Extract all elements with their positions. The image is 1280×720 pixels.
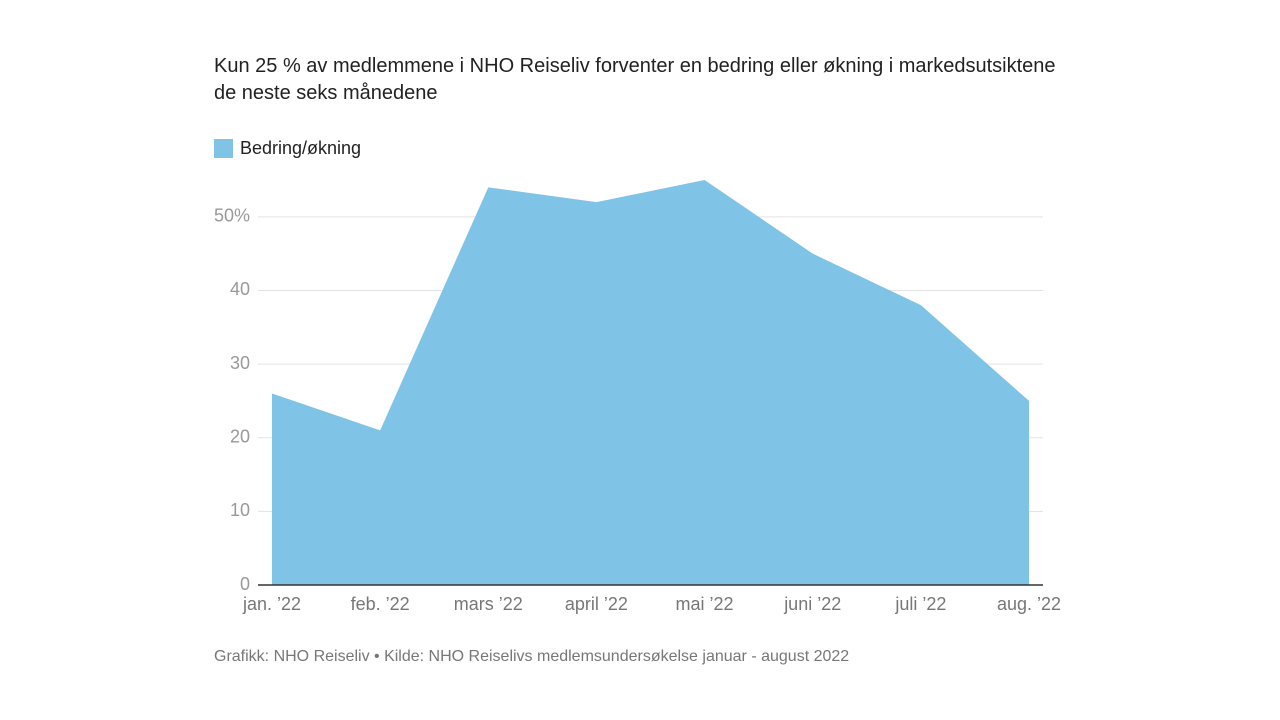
y-tick-label: 20 <box>230 426 250 446</box>
legend-swatch <box>214 139 233 158</box>
x-tick-label: jan. ’22 <box>242 594 301 614</box>
source-note: Grafikk: NHO Reiseliv • Kilde: NHO Reise… <box>214 648 850 665</box>
x-tick-label: feb. ’22 <box>351 594 410 614</box>
x-tick-label: aug. ’22 <box>997 594 1061 614</box>
x-tick-label: april ’22 <box>565 594 628 614</box>
y-tick-label: 0 <box>240 574 250 594</box>
chart-title: Kun 25 % av medlemmene i NHO Reiseliv fo… <box>214 55 1056 104</box>
x-tick-label: mai ’22 <box>676 594 734 614</box>
x-tick-label: juni ’22 <box>783 594 841 614</box>
x-tick-label: juli ’22 <box>894 594 946 614</box>
y-tick-label: 10 <box>230 500 250 520</box>
x-tick-label: mars ’22 <box>454 594 523 614</box>
y-tick-label: 30 <box>230 353 250 373</box>
legend-label: Bedring/økning <box>240 138 361 158</box>
area <box>272 180 1029 585</box>
y-tick-label: 50% <box>214 206 250 226</box>
y-tick-label: 40 <box>230 279 250 299</box>
